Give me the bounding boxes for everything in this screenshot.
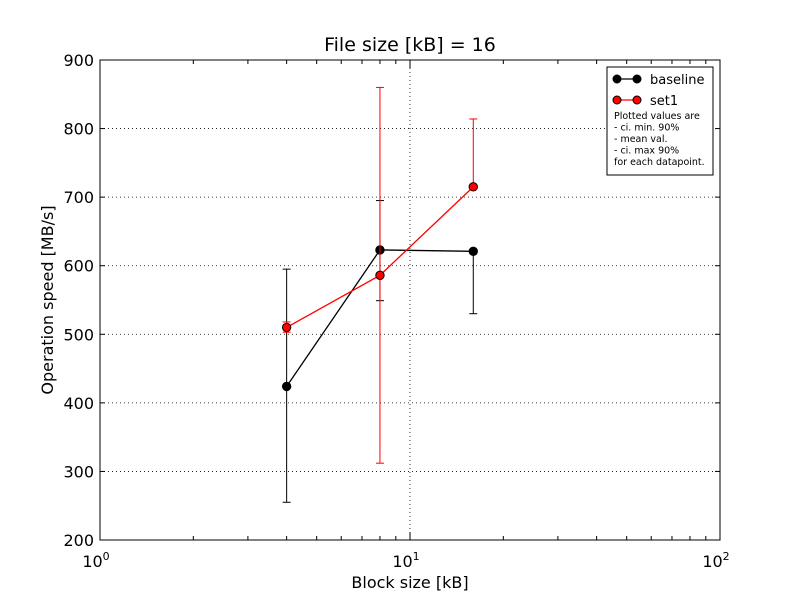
data-point: [468, 246, 478, 257]
x-tick-labels: 100 101 102: [82, 550, 729, 571]
legend-note-line: Plotted values are: [614, 111, 700, 122]
legend: baseline set1 Plotted values are - ci. min…: [606, 66, 714, 176]
legend-marker: [612, 95, 622, 105]
y-tick-label: 400: [63, 394, 94, 413]
legend-marker: [612, 74, 622, 84]
legend-note-line: for each datapoint.: [614, 157, 705, 168]
chart-title: File size [kB] = 16: [324, 34, 496, 56]
x-tick-label: 100: [82, 550, 109, 571]
legend-label: set1: [650, 94, 678, 109]
y-tick-label: 500: [63, 325, 94, 344]
legend-note-line: - ci. max 90%: [614, 146, 679, 157]
legend-box: [606, 66, 714, 176]
legend-label: baseline: [650, 73, 704, 88]
y-tick-labels: 200 300 400 500 600 700 800 900: [63, 51, 94, 550]
x-axis-label: Block size [kB]: [351, 573, 468, 592]
y-tick-label: 300: [63, 462, 94, 481]
series-layer: [281, 86, 478, 503]
data-point: [375, 270, 385, 281]
y-tick-label: 600: [63, 257, 94, 276]
y-tick-label: 800: [63, 120, 94, 139]
data-point: [468, 182, 478, 192]
legend-note-line: - mean val.: [614, 134, 668, 145]
x-tick-label: 102: [702, 550, 729, 571]
y-tick-label: 200: [63, 531, 94, 550]
series-set1: [281, 86, 478, 464]
data-point: [281, 322, 292, 333]
y-tick-label: 900: [63, 51, 94, 70]
legend-marker: [632, 74, 642, 84]
data-point: [281, 381, 292, 392]
x-tick-label: 101: [392, 550, 419, 571]
legend-note-line: - ci. min. 90%: [614, 123, 679, 134]
y-tick-label: 700: [63, 188, 94, 207]
legend-marker: [632, 95, 642, 105]
y-axis-label: Operation speed [MB/s]: [38, 205, 57, 394]
plot-area-frame: [99, 59, 721, 541]
